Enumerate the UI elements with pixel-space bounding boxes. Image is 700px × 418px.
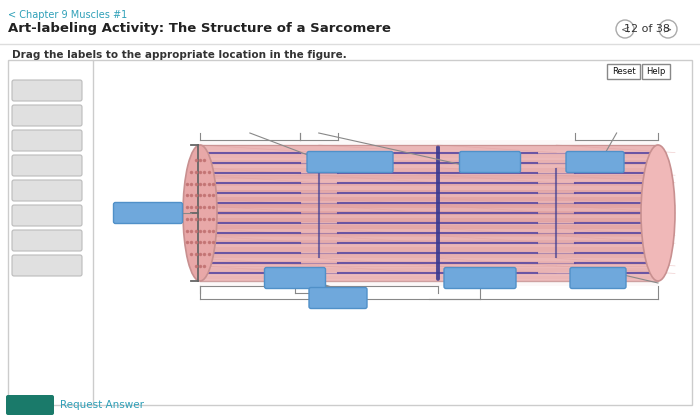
Text: Myofibril: Myofibril [125,208,171,218]
FancyBboxPatch shape [265,268,326,288]
Circle shape [616,20,634,38]
Text: 12 of 38: 12 of 38 [624,24,670,34]
Text: <: < [620,24,629,34]
FancyBboxPatch shape [200,240,658,251]
FancyBboxPatch shape [200,190,658,201]
FancyBboxPatch shape [12,155,82,176]
FancyBboxPatch shape [200,197,658,208]
FancyBboxPatch shape [200,161,658,172]
FancyBboxPatch shape [607,64,640,79]
Text: A band: A band [276,273,314,283]
Ellipse shape [183,145,217,281]
FancyBboxPatch shape [12,180,82,201]
FancyBboxPatch shape [570,268,626,288]
FancyBboxPatch shape [12,255,82,276]
FancyBboxPatch shape [642,64,670,79]
FancyBboxPatch shape [8,60,692,405]
FancyBboxPatch shape [12,130,82,151]
FancyBboxPatch shape [12,205,82,226]
Text: < Chapter 9 Muscles #1: < Chapter 9 Muscles #1 [8,10,127,20]
Text: Reset: Reset [612,67,636,76]
Text: Z line: Z line [583,273,612,283]
FancyBboxPatch shape [200,211,658,222]
FancyBboxPatch shape [200,218,658,229]
Text: I band: I band [579,157,611,167]
Text: Request Answer: Request Answer [60,400,144,410]
FancyBboxPatch shape [200,154,658,165]
FancyBboxPatch shape [200,175,658,186]
FancyBboxPatch shape [200,183,658,194]
FancyBboxPatch shape [200,225,658,236]
Text: Zone of overlap: Zone of overlap [309,157,391,167]
Text: Drag the labels to the appropriate location in the figure.: Drag the labels to the appropriate locat… [12,50,346,60]
Text: M line: M line [323,293,354,303]
FancyBboxPatch shape [200,247,658,258]
Text: H band: H band [471,157,509,167]
Text: Help: Help [646,67,666,76]
FancyBboxPatch shape [200,232,658,244]
FancyBboxPatch shape [12,230,82,251]
FancyBboxPatch shape [12,80,82,101]
FancyBboxPatch shape [200,254,658,265]
FancyBboxPatch shape [200,168,658,179]
FancyBboxPatch shape [6,395,54,415]
FancyBboxPatch shape [566,151,624,173]
Circle shape [659,20,677,38]
FancyBboxPatch shape [307,151,393,173]
Ellipse shape [641,145,675,281]
FancyBboxPatch shape [459,151,521,173]
FancyBboxPatch shape [444,268,516,288]
FancyBboxPatch shape [200,204,658,215]
FancyBboxPatch shape [309,288,367,308]
Text: Art-labeling Activity: The Structure of a Sarcomere: Art-labeling Activity: The Structure of … [8,22,391,35]
FancyBboxPatch shape [12,105,82,126]
FancyBboxPatch shape [200,145,658,281]
Text: >: > [664,24,673,34]
FancyBboxPatch shape [113,202,183,224]
Text: Submit: Submit [9,400,51,410]
FancyBboxPatch shape [200,261,658,272]
Text: Sarcomere: Sarcomere [452,273,508,283]
